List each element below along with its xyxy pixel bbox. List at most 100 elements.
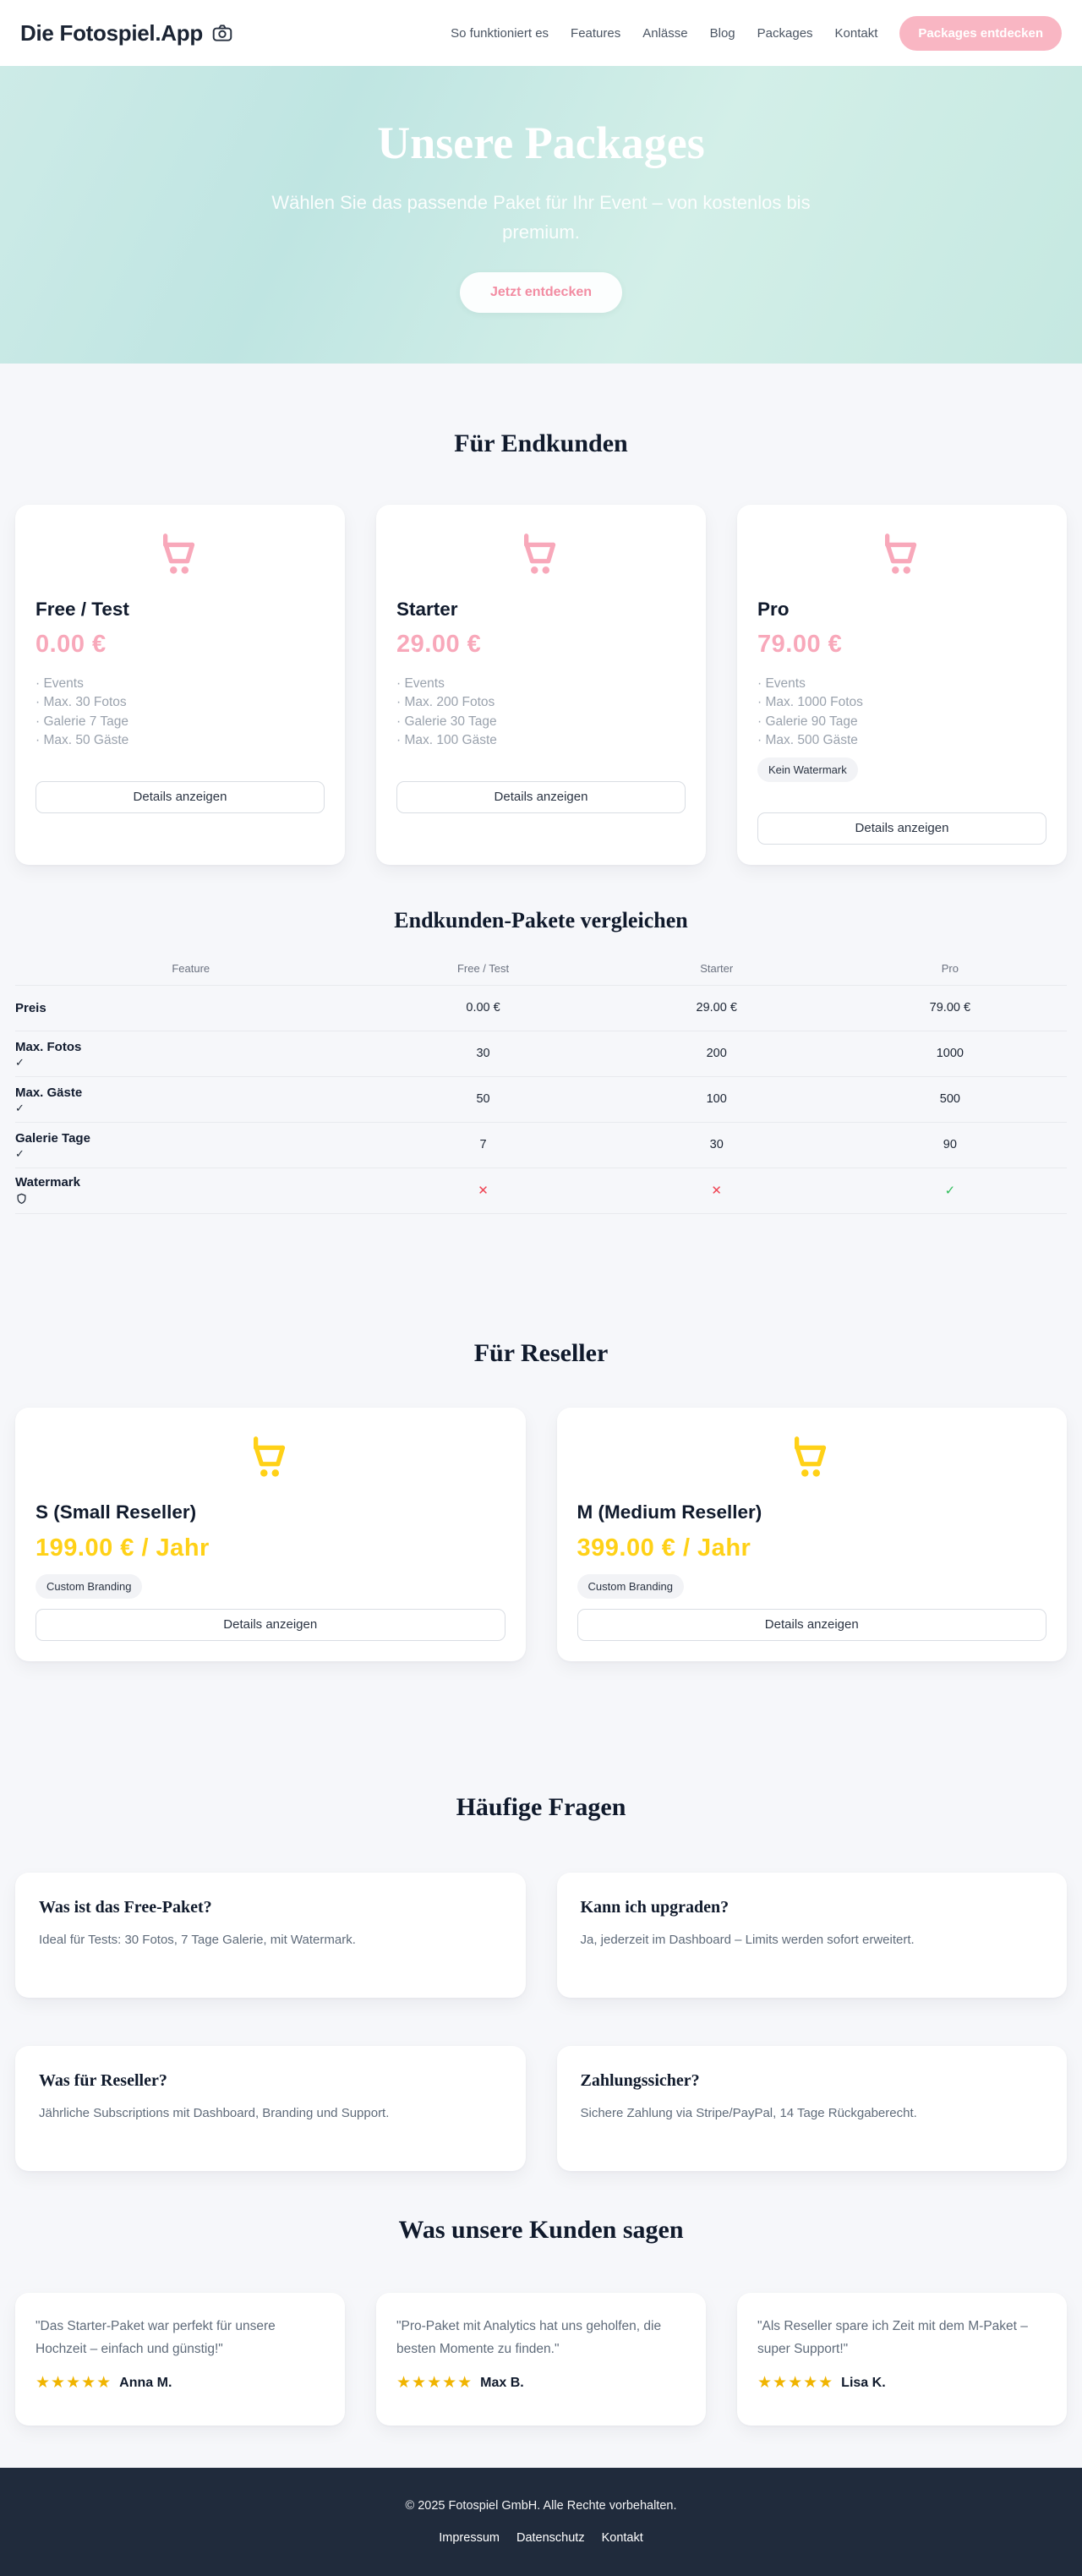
- packages-entdecken-button[interactable]: Packages entdecken: [899, 15, 1062, 51]
- cell-value: 1000: [936, 1047, 964, 1060]
- package-badge: Kein Watermark: [757, 757, 858, 782]
- endkunden-heading: Für Endkunden: [454, 429, 628, 457]
- testimonial-grid: "Das Starter-Paket war perfekt für unser…: [15, 2292, 1067, 2426]
- faq-answer: Jährliche Subscriptions mit Dashboard, B…: [39, 2105, 390, 2120]
- cart-icon: [253, 1436, 285, 1477]
- footer-link[interactable]: Datenschutz: [516, 2530, 585, 2545]
- column-header: Feature: [172, 961, 210, 975]
- package-badge: Custom Branding: [36, 1573, 143, 1599]
- details-anzeigen-button[interactable]: Details anzeigen: [757, 812, 1046, 845]
- testimonial-name: Anna M.: [119, 2375, 172, 2390]
- reseller-heading: Für Reseller: [473, 1338, 609, 1367]
- cell-value: ✕: [478, 1184, 489, 1198]
- footer-link[interactable]: Kontakt: [601, 2530, 643, 2545]
- nav-link[interactable]: Features: [571, 25, 621, 41]
- faq-answer: Ideal für Tests: 30 Fotos, 7 Tage Galeri…: [39, 1932, 356, 1947]
- faq-card: Was ist das Free-Paket? Ideal für Tests:…: [15, 1872, 526, 1998]
- table-row: Max. Gäste ✓ 50 100: [15, 1077, 1067, 1123]
- details-anzeigen-button[interactable]: Details anzeigen: [577, 1608, 1046, 1641]
- cart-icon-wrap: [757, 532, 1046, 582]
- faq-heading: Häufige Fragen: [456, 1792, 626, 1821]
- feature-item: Galerie 7 Tage: [36, 713, 325, 730]
- feature-item: Max. 100 Gäste: [396, 731, 686, 749]
- logo[interactable]: Die Fotospiel.App: [20, 20, 233, 46]
- hero-subtitle: Wählen Sie das passende Paket für Ihr Ev…: [271, 191, 811, 243]
- feature-list: EventsMax. 1000 Fotos Galerie 90 TageMax.…: [757, 675, 1046, 751]
- nav-link[interactable]: Packages: [757, 25, 813, 41]
- camera-icon: [212, 25, 232, 41]
- feature-item: Max. 30 Fotos: [36, 693, 325, 711]
- package-name: M (Medium Reseller): [577, 1501, 762, 1523]
- package-price: 79.00 €: [757, 631, 843, 658]
- package-card: Free / Test 0.00 € EventsMax. 30 Fotos Ga…: [15, 505, 345, 865]
- table-cell: 500: [833, 1092, 1067, 1106]
- faq-card: Zahlungssicher? Sichere Zahlung via Stri…: [556, 2045, 1067, 2171]
- row-label: Galerie Tage: [15, 1130, 90, 1146]
- package-price: 29.00 €: [396, 631, 482, 658]
- testimonial-meta: ★★★★★ Lisa K.: [757, 2375, 1046, 2391]
- package-price: 0.00 €: [36, 631, 107, 658]
- row-label: Max. Fotos: [15, 1039, 82, 1054]
- star-rating: ★★★★★: [757, 2374, 834, 2393]
- details-anzeigen-button[interactable]: Details anzeigen: [396, 780, 686, 813]
- reseller-section: Für Reseller S (Small Reseller) 199.00 €…: [15, 1214, 1067, 1661]
- nav-links: So funktioniert es Features Anlässe Blog Pac…: [451, 26, 877, 41]
- row-label-cell: Galerie Tage ✓: [15, 1131, 366, 1159]
- faq-question: Kann ich upgraden?: [580, 1897, 730, 1917]
- logo-text: Die Fotospiel.App: [20, 19, 203, 46]
- testimonial-quote: "Pro-Paket mit Analytics hat uns geholfe…: [396, 2318, 662, 2357]
- faq-grid: Was ist das Free-Paket? Ideal für Tests:…: [15, 1872, 1067, 2171]
- faq-question: Was für Reseller?: [39, 2070, 167, 2090]
- testimonial-card: "Pro-Paket mit Analytics hat uns geholfe…: [376, 2292, 706, 2426]
- column-header: Starter: [700, 961, 734, 975]
- faq-card: Was für Reseller? Jährliche Subscription…: [15, 2045, 526, 2171]
- cart-icon-wrap: [36, 1435, 505, 1485]
- row-label-cell: Max. Fotos ✓: [15, 1040, 366, 1068]
- reseller-card-grid: S (Small Reseller) 199.00 € / Jahr Custo…: [15, 1407, 1067, 1661]
- testimonial-quote: "Das Starter-Paket war perfekt für unser…: [36, 2318, 276, 2357]
- star-rating: ★★★★★: [36, 2374, 112, 2393]
- table-cell: 90: [833, 1138, 1067, 1151]
- testimonials-section: Was unsere Kunden sagen "Das Starter-Pak…: [15, 2171, 1067, 2468]
- cell-value: 79.00 €: [929, 1001, 971, 1015]
- footer-link[interactable]: Impressum: [439, 2530, 500, 2545]
- cell-value: 29.00 €: [696, 1001, 737, 1015]
- nav-link[interactable]: So funktioniert es: [451, 25, 549, 41]
- table-row: Preis 0.00 € 29.00 €: [15, 986, 1067, 1031]
- cell-value: 500: [939, 1092, 960, 1106]
- testimonial-meta: ★★★★★ Anna M.: [36, 2375, 325, 2391]
- row-label-cell: Max. Gäste ✓: [15, 1086, 366, 1113]
- nav-link[interactable]: Anlässe: [642, 25, 688, 41]
- table-cell: 29.00 €: [600, 1001, 833, 1015]
- row-icon: ✓: [15, 1146, 25, 1160]
- feature-item: Events: [36, 675, 325, 692]
- cell-value: 30: [709, 1138, 724, 1151]
- package-badge: Custom Branding: [577, 1573, 684, 1599]
- faq-question: Zahlungssicher?: [580, 2070, 700, 2090]
- row-label: Preis: [15, 1000, 46, 1015]
- package-price: 399.00 € / Jahr: [577, 1534, 751, 1561]
- reseller-package-card: S (Small Reseller) 199.00 € / Jahr Custo…: [15, 1407, 526, 1661]
- feature-item: Max. 50 Gäste: [36, 731, 325, 749]
- table-row: Max. Fotos ✓ 30 200: [15, 1031, 1067, 1077]
- hero-section: Unsere Packages Wählen Sie das passende …: [0, 66, 1082, 364]
- cell-value: ✕: [711, 1184, 722, 1198]
- testimonial-name: Max B.: [480, 2375, 524, 2390]
- cart-icon: [795, 1436, 827, 1477]
- details-anzeigen-button[interactable]: Details anzeigen: [36, 780, 325, 813]
- star-rating: ★★★★★: [396, 2374, 473, 2393]
- details-anzeigen-button[interactable]: Details anzeigen: [36, 1608, 505, 1641]
- column-header: Free / Test: [456, 961, 510, 975]
- nav-link[interactable]: Kontakt: [834, 25, 878, 41]
- comparison-table-body: Preis 0.00 € 29.00 €: [15, 986, 1067, 1214]
- table-cell: ✕: [600, 1183, 833, 1198]
- footer-links: Impressum Datenschutz Kontakt: [439, 2531, 643, 2545]
- top-navigation-bar: Die Fotospiel.App So funktioniert es Feat…: [0, 0, 1082, 66]
- cell-value: 90: [943, 1138, 957, 1151]
- nav-link[interactable]: Blog: [709, 25, 735, 41]
- hero-title: Unsere Packages: [377, 117, 705, 168]
- jetzt-entdecken-button[interactable]: Jetzt entdecken: [459, 272, 623, 314]
- package-price: 199.00 € / Jahr: [36, 1534, 210, 1561]
- package-name: Starter: [396, 599, 458, 620]
- faq-question: Was ist das Free-Paket?: [39, 1897, 212, 1917]
